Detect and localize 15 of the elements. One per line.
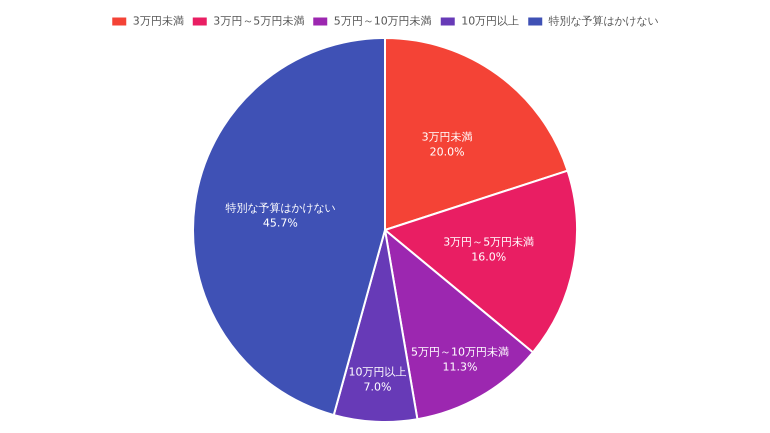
data-label: 7.0% <box>364 380 392 394</box>
legend-label: 3万円未満 <box>132 14 184 28</box>
slice-label: 10万円以上 <box>348 365 406 378</box>
legend-label: 特別な予算はかけない <box>548 14 659 28</box>
slice-label: 5万円～10万円未満 <box>411 345 510 358</box>
slice-label: 特別な予算はかけない <box>225 202 336 215</box>
slice-label: 3万円～5万円未満 <box>443 236 534 249</box>
data-label: 11.3% <box>442 360 478 374</box>
data-label: 16.0% <box>471 250 506 264</box>
legend-label: 3万円～5万円未満 <box>213 14 304 28</box>
legend-label: 5万円～10万円未満 <box>334 14 432 28</box>
data-label: 45.7% <box>262 216 298 230</box>
legend-label: 10万円以上 <box>461 14 520 28</box>
slice-label: 3万円未満 <box>422 130 473 144</box>
data-label: 20.0% <box>430 145 465 158</box>
